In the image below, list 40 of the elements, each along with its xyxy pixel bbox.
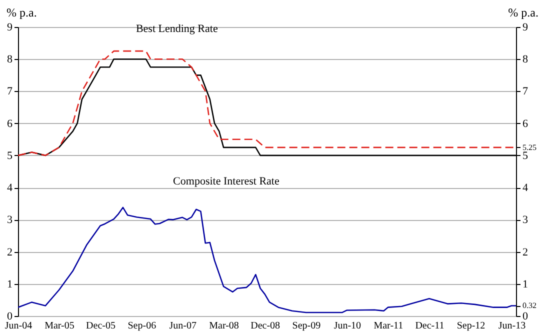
y2-tick-label: 0.32 — [522, 301, 536, 310]
x-tick-label: Dec-05 — [86, 320, 116, 332]
y2-tick-label: 0 — [522, 310, 528, 322]
y2-tick-label: 3 — [522, 214, 528, 226]
x-tick-label: Jun-04 — [4, 320, 32, 332]
x-tick-label: Sep-12 — [456, 320, 486, 332]
y-tick-label: 8 — [7, 54, 13, 66]
y2-tick-label: 7 — [522, 86, 528, 98]
y-tick-label: 7 — [7, 86, 13, 98]
y-tick-label: 6 — [7, 118, 13, 130]
y2-tick-label: 8 — [522, 54, 528, 66]
y2-tick-label: 5 — [522, 150, 528, 162]
y2-axis-title: % p.a. — [508, 6, 538, 20]
y-tick-label: 1 — [7, 278, 12, 290]
x-tick-label: Dec-11 — [415, 320, 444, 332]
y2-tick-label: 1 — [522, 278, 528, 290]
x-tick-label: Sep-09 — [292, 320, 321, 332]
annotation: Composite Interest Rate — [173, 175, 280, 188]
x-tick-label: Jun-13 — [498, 320, 526, 332]
y-tick-label: 3 — [7, 214, 13, 226]
x-tick-label: Mar-08 — [209, 320, 239, 332]
y-tick-label: 9 — [7, 22, 13, 34]
y2-tick-label: 4 — [522, 182, 528, 194]
y-tick-label: 4 — [7, 182, 13, 194]
y-tick-label: 2 — [7, 246, 12, 258]
x-tick-label: Jun-07 — [169, 320, 197, 332]
y2-tick-label: 5.25 — [522, 142, 536, 152]
y2-tick-label: 2 — [522, 246, 528, 258]
line-series — [18, 206, 516, 314]
y-tick-label: 5 — [7, 150, 13, 162]
y2-tick-label: 6 — [522, 118, 528, 130]
x-tick-label: Jun-10 — [334, 320, 362, 332]
x-tick-label: Mar-11 — [374, 320, 404, 332]
x-tick-label: Dec-08 — [250, 320, 280, 332]
x-tick-label: Mar-05 — [44, 320, 74, 332]
y2-tick-label: 9 — [522, 22, 528, 34]
y-axis-title: % p.a. — [6, 6, 37, 20]
x-tick-label: Sep-06 — [128, 320, 156, 332]
annotation: Best Lending Rate — [136, 23, 218, 36]
y-tick-label: 0 — [7, 310, 13, 322]
